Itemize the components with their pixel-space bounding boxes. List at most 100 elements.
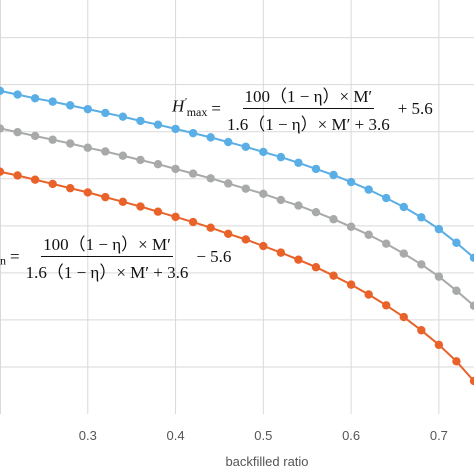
- data-point: [382, 239, 391, 248]
- equation-fraction: 100（1 − η）× M′ 1.6（1 − η）× M′ + 3.6: [24, 230, 191, 283]
- data-point: [329, 170, 338, 180]
- data-point: [136, 116, 145, 126]
- data-point: [188, 217, 198, 227]
- data-point: [399, 249, 408, 258]
- data-point: [346, 177, 356, 187]
- data-point: [171, 124, 180, 134]
- data-point: [417, 213, 426, 222]
- data-point: [311, 164, 321, 174]
- data-point: [30, 175, 40, 184]
- data-point: [417, 260, 426, 269]
- data-point: [118, 151, 128, 160]
- equation-tail: + 5.6: [397, 98, 433, 118]
- data-point: [259, 189, 268, 199]
- data-point: [66, 101, 75, 110]
- data-point: [346, 280, 356, 289]
- data-point: [469, 253, 474, 263]
- series-line: [0, 170, 474, 382]
- data-point: [118, 112, 128, 121]
- data-point: [294, 158, 303, 167]
- data-point: [13, 90, 22, 99]
- data-point: [48, 97, 57, 106]
- equation-tail: − 5.6: [196, 246, 232, 266]
- data-point: [399, 202, 408, 212]
- data-point: [241, 184, 250, 193]
- data-point: [364, 185, 373, 194]
- data-point: [452, 357, 461, 366]
- data-point: [452, 238, 461, 247]
- data-point: [171, 164, 180, 174]
- x-tick-label: 0.6: [342, 428, 360, 443]
- data-point: [364, 290, 373, 299]
- data-point: [206, 223, 215, 232]
- lower-equation: n = 100（1 − η）× M′ 1.6（1 − η）× M′ + 3.6 …: [0, 230, 231, 283]
- data-point: [83, 143, 92, 152]
- fraction-numerator: 100（1 − η）× M′: [242, 82, 375, 109]
- data-point: [101, 192, 110, 202]
- data-point: [0, 124, 5, 133]
- data-point: [276, 195, 286, 205]
- fraction-denominator: 1.6（1 − η）× M′ + 3.6: [25, 263, 189, 282]
- data-point: [13, 127, 22, 137]
- fraction-numerator: 100（1 − η）× M′: [41, 230, 173, 257]
- data-point: [276, 152, 286, 162]
- data-point: [224, 137, 233, 147]
- data-point: [259, 241, 268, 251]
- data-point: [118, 197, 128, 207]
- data-point: [259, 147, 268, 157]
- data-point: [294, 201, 303, 210]
- data-point: [434, 224, 444, 234]
- series-line: [0, 127, 474, 307]
- data-point: [311, 263, 321, 272]
- data-point: [0, 86, 5, 95]
- data-point: [206, 174, 215, 183]
- equation-lhs: n: [0, 253, 6, 268]
- data-point: [101, 147, 110, 156]
- series-layer: [0, 86, 474, 386]
- data-point: [153, 207, 163, 216]
- equals-sign: =: [10, 246, 20, 266]
- data-point: [48, 179, 57, 189]
- data-point: [153, 120, 163, 129]
- data-point: [346, 222, 356, 231]
- data-point: [30, 131, 40, 141]
- x-tick-label: 0.3: [79, 428, 97, 443]
- data-point: [294, 255, 303, 264]
- x-tick-labels: 0.3 0.4 0.5 0.6 0.7: [79, 428, 448, 443]
- data-point: [153, 159, 163, 169]
- data-point: [83, 188, 92, 197]
- data-point: [66, 183, 75, 193]
- data-point: [66, 139, 75, 148]
- equation-lhs: H′max: [172, 96, 208, 120]
- data-point: [83, 104, 92, 114]
- data-point: [136, 202, 145, 211]
- data-point: [469, 376, 474, 386]
- data-point: [399, 312, 408, 322]
- data-point: [434, 272, 444, 281]
- data-point: [469, 301, 474, 310]
- data-point: [276, 248, 286, 257]
- equals-sign: =: [211, 98, 221, 118]
- upper-equation: H′max = 100（1 − η）× M′ 1.6（1 − η）× M′ + …: [172, 82, 433, 135]
- data-point: [311, 207, 321, 217]
- data-point: [364, 230, 373, 239]
- data-point: [329, 271, 338, 280]
- data-point: [417, 326, 426, 335]
- data-point: [30, 94, 40, 103]
- data-point: [434, 340, 444, 350]
- data-point: [452, 286, 461, 295]
- data-point: [224, 179, 233, 188]
- data-point: [206, 133, 215, 142]
- x-tick-label: 0.5: [254, 428, 272, 443]
- x-tick-label: 0.4: [167, 428, 185, 443]
- data-point: [329, 215, 338, 224]
- data-point: [224, 229, 233, 239]
- series-line: [0, 89, 474, 259]
- data-point: [382, 301, 391, 310]
- fraction-denominator: 1.6（1 − η）× M′ + 3.6: [226, 115, 390, 134]
- data-point: [188, 128, 198, 138]
- data-point: [136, 155, 145, 165]
- data-point: [13, 171, 22, 180]
- x-axis-title: backfilled ratio: [225, 454, 308, 469]
